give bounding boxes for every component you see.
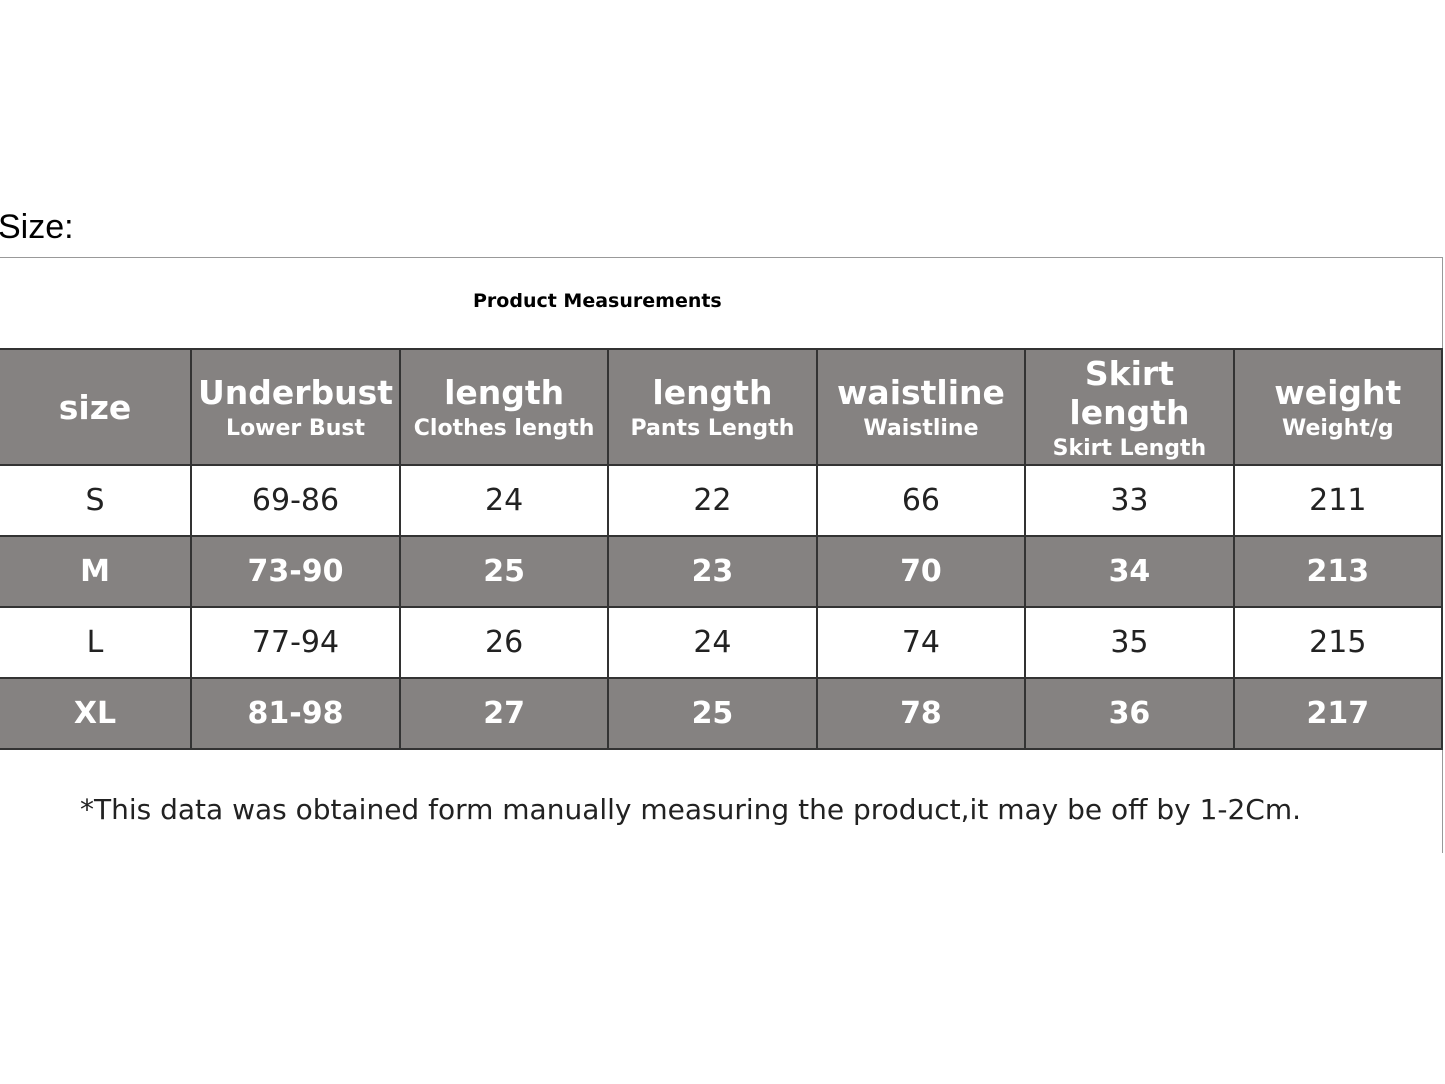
- cell: 24: [607, 606, 818, 679]
- data-row: L 77-94 26 24 74 35 215: [0, 606, 1444, 679]
- data-row: S 69-86 24 22 66 33 211: [0, 464, 1444, 537]
- data-row: XL 81-98 27 25 78 36 217: [0, 677, 1444, 750]
- cell: 33: [1024, 464, 1235, 537]
- cell: 25: [607, 677, 818, 750]
- cell: 217: [1232, 677, 1444, 750]
- header-cell: Underbust Lower Bust: [190, 348, 401, 466]
- cell: 25: [398, 535, 610, 608]
- header-sub: Weight/g: [1281, 416, 1394, 441]
- header-cell: weight Weight/g: [1232, 348, 1444, 466]
- data-row: M 73-90 25 23 70 34 213: [0, 535, 1444, 608]
- cell: 27: [398, 677, 610, 750]
- note: *This data was obtained form manually me…: [80, 793, 1302, 826]
- size-table: size Underbust Lower Bust length Clothes len…: [0, 348, 1444, 750]
- cell: 74: [815, 606, 1027, 679]
- header-sub: Lower Bust: [226, 416, 365, 441]
- header-sub: Pants Length: [630, 416, 795, 441]
- header-main: size: [58, 387, 132, 427]
- cell: 66: [815, 464, 1027, 537]
- header-cell: Skirt length Skirt Length: [1024, 348, 1235, 466]
- header-main: length: [652, 373, 773, 412]
- cell: 81-98: [190, 677, 401, 750]
- cell: 23: [607, 535, 818, 608]
- cell: 215: [1232, 606, 1444, 679]
- cell: 22: [607, 464, 818, 537]
- header-main: length: [444, 373, 565, 412]
- header-main: waistline: [836, 373, 1005, 412]
- cell: XL: [0, 677, 193, 750]
- cell: 77-94: [190, 606, 401, 679]
- header-sub: Clothes length: [413, 416, 595, 441]
- cell: 36: [1024, 677, 1235, 750]
- header-row: size Underbust Lower Bust length Clothes len…: [0, 348, 1444, 466]
- cell: 35: [1024, 606, 1235, 679]
- header-sub: Skirt Length: [1052, 435, 1207, 461]
- table-title: Product Measurements: [473, 290, 722, 312]
- header-cell: length Clothes length: [398, 348, 610, 466]
- cell: 213: [1232, 535, 1444, 608]
- cell: 69-86: [190, 464, 401, 537]
- heading: Size:: [0, 208, 74, 246]
- header-main: weight: [1274, 373, 1402, 412]
- cell: L: [0, 606, 193, 679]
- cell: S: [0, 464, 193, 537]
- cell: 70: [815, 535, 1027, 608]
- cell: 26: [398, 606, 610, 679]
- header-main: Skirt length: [1069, 353, 1190, 432]
- cell: 73-90: [190, 535, 401, 608]
- cell: 34: [1024, 535, 1235, 608]
- header-cell: length Pants Length: [607, 348, 818, 466]
- cell: 24: [398, 464, 610, 537]
- header-sub: Waistline: [863, 416, 979, 441]
- cell: 211: [1232, 464, 1444, 537]
- cell: M: [0, 535, 193, 608]
- cell: 78: [815, 677, 1027, 750]
- frame: [0, 257, 1443, 853]
- header-cell: size: [0, 348, 193, 466]
- header-main: Underbust: [197, 373, 394, 412]
- header-cell: waistline Waistline: [815, 348, 1027, 466]
